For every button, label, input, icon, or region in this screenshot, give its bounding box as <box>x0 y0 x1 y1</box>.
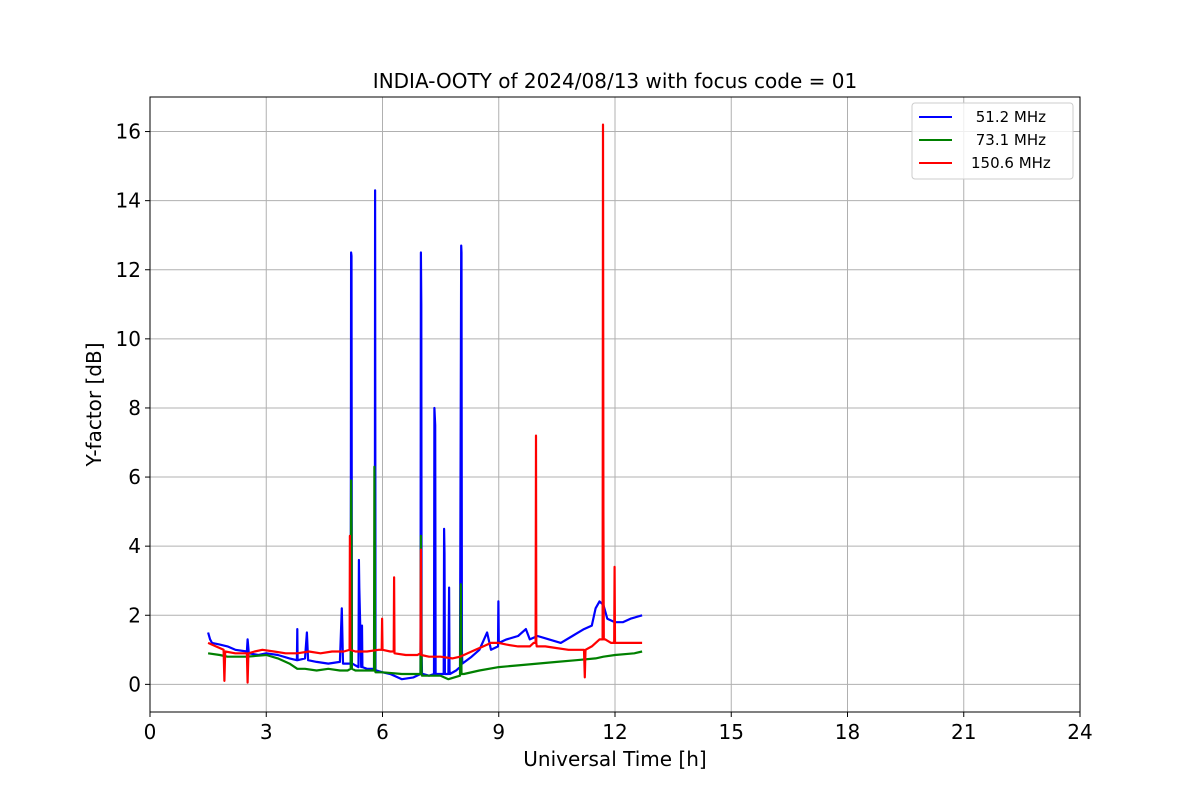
x-axis-ticks: 0 3 6 9 12 15 18 21 24 <box>144 712 1093 744</box>
x-tick-label: 3 <box>260 720 273 744</box>
series-line-2 <box>207 465 643 681</box>
y-tick-label: 12 <box>116 258 141 282</box>
y-tick-label: 16 <box>116 120 141 144</box>
y-tick-label: 0 <box>128 672 141 696</box>
grid-lines <box>149 97 1081 712</box>
y-tick-label: 10 <box>116 327 141 351</box>
x-tick-label: 0 <box>144 720 157 744</box>
y-tick-label: 14 <box>116 189 141 213</box>
y-tick-label: 6 <box>128 465 141 489</box>
x-tick-label: 9 <box>492 720 505 744</box>
x-tick-label: 6 <box>376 720 389 744</box>
x-tick-label: 21 <box>951 720 976 744</box>
legend-label-1: 51.2 MHz <box>971 108 1046 126</box>
x-axis-label: Universal Time [h] <box>523 747 706 771</box>
x-tick-label: 18 <box>835 720 860 744</box>
x-tick-label: 12 <box>602 720 627 744</box>
x-tick-label: 15 <box>719 720 744 744</box>
legend-box <box>911 102 1074 180</box>
x-tick-label: 24 <box>1067 720 1092 744</box>
chart-title: INDIA-OOTY of 2024/08/13 with focus code… <box>373 69 857 93</box>
legend: 51.2 MHz 73.1 MHz 150.6 MHz <box>911 102 1074 180</box>
legend-label-2: 73.1 MHz <box>971 131 1046 149</box>
y-axis-ticks: 0 2 4 6 8 10 12 14 16 <box>116 120 150 696</box>
y-tick-label: 2 <box>128 603 141 627</box>
series-line-1 <box>207 189 643 681</box>
y-tick-label: 8 <box>128 396 141 420</box>
y-axis-label: Y-factor [dB] <box>82 342 106 467</box>
y-tick-label: 4 <box>128 534 141 558</box>
series-line-3 <box>207 123 643 684</box>
series-layer <box>207 123 643 684</box>
legend-label-3: 150.6 MHz <box>971 154 1051 172</box>
